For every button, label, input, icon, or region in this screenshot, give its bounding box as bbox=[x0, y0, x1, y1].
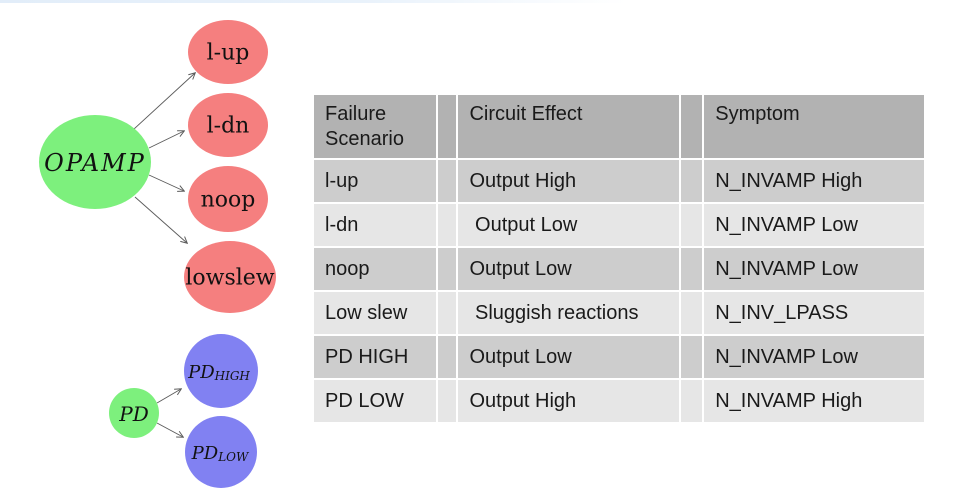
node-pd-low: PDLOW bbox=[185, 416, 257, 488]
cell-spacer bbox=[681, 380, 702, 422]
opamp-ellipse bbox=[39, 115, 151, 209]
edge-opamp-noop bbox=[148, 174, 184, 191]
table-row: l-up Output High N_INVAMP High bbox=[314, 160, 924, 202]
edge-pd-high bbox=[156, 389, 181, 404]
cell-spacer bbox=[438, 204, 456, 246]
cell-spacer bbox=[438, 248, 456, 290]
cell-spacer bbox=[681, 160, 702, 202]
noop-label: noop bbox=[201, 188, 256, 213]
l-dn-ellipse bbox=[188, 93, 268, 157]
edge-opamp-ldn bbox=[148, 131, 184, 149]
node-l-dn: l-dn bbox=[188, 93, 268, 157]
cell-failure: l-up bbox=[325, 169, 359, 192]
pd-high-label: PDHIGH bbox=[187, 362, 250, 384]
cell-failure: Low slew bbox=[325, 301, 408, 324]
cell-spacer bbox=[681, 292, 702, 334]
pd-low-label: PDLOW bbox=[191, 443, 250, 465]
cell-effect: Output Low bbox=[469, 257, 572, 280]
header-failure-scenario: Failure Scenario bbox=[325, 103, 404, 150]
noop-ellipse bbox=[188, 166, 268, 232]
edge-opamp-lowslew bbox=[134, 196, 187, 243]
failure-scenario-table: Failure Scenario Circuit Effect Symptom … bbox=[312, 93, 926, 424]
pd-label: PD bbox=[118, 402, 149, 426]
cell-effect: Output Low bbox=[469, 345, 572, 368]
node-noop: noop bbox=[188, 166, 268, 232]
pd-edges bbox=[156, 389, 183, 437]
edge-opamp-lup bbox=[133, 73, 195, 130]
pd-low-circle bbox=[185, 416, 257, 488]
cell-spacer bbox=[438, 292, 456, 334]
table-row: PD LOW Output High N_INVAMP High bbox=[314, 380, 924, 422]
table-row: l-dn Output Low N_INVAMP Low bbox=[314, 204, 924, 246]
opamp-label: OPAMP bbox=[44, 149, 146, 177]
cell-spacer bbox=[681, 204, 702, 246]
cell-effect: Sluggish reactions bbox=[469, 301, 639, 324]
cell-failure: noop bbox=[325, 257, 370, 280]
cell-failure: PD HIGH bbox=[325, 345, 409, 368]
header-spacer-1 bbox=[438, 95, 456, 158]
opamp-edges bbox=[133, 73, 195, 243]
cell-symptom: N_INVAMP Low bbox=[715, 345, 858, 368]
opamp-node: OPAMP bbox=[39, 115, 151, 209]
pd-node: PD bbox=[109, 388, 159, 438]
cell-spacer bbox=[681, 248, 702, 290]
l-dn-label: l-dn bbox=[207, 114, 250, 139]
node-lowslew: lowslew bbox=[184, 241, 276, 313]
fault-tree-diagram: OPAMP l-up l-dn noop lowslew PD PDH bbox=[39, 20, 276, 488]
lowslew-label: lowslew bbox=[185, 266, 274, 291]
header-symptom: Symptom bbox=[715, 103, 800, 125]
table-row: PD HIGH Output Low N_INVAMP Low bbox=[314, 336, 924, 378]
pd-circle bbox=[109, 388, 159, 438]
lowslew-ellipse bbox=[184, 241, 276, 313]
cell-symptom: N_INV_LPASS bbox=[715, 301, 849, 324]
cell-spacer bbox=[438, 380, 456, 422]
pd-low-base: PD bbox=[191, 443, 219, 464]
cell-effect: Output High bbox=[469, 389, 577, 412]
table-header-row: Failure Scenario Circuit Effect Symptom bbox=[314, 95, 924, 158]
header-circuit-effect: Circuit Effect bbox=[469, 103, 583, 125]
cell-failure: PD LOW bbox=[325, 389, 404, 412]
pd-high-circle bbox=[184, 334, 258, 408]
pd-high-base: PD bbox=[187, 362, 215, 383]
cell-spacer bbox=[438, 336, 456, 378]
cell-symptom: N_INVAMP High bbox=[715, 389, 863, 412]
node-pd-high: PDHIGH bbox=[184, 334, 258, 408]
window-top-edge bbox=[0, 0, 660, 3]
pd-low-subscript: LOW bbox=[217, 450, 250, 464]
l-up-ellipse bbox=[188, 20, 268, 84]
cell-symptom: N_INVAMP Low bbox=[715, 257, 858, 280]
cell-symptom: N_INVAMP Low bbox=[715, 213, 858, 236]
cell-spacer bbox=[681, 336, 702, 378]
cell-symptom: N_INVAMP High bbox=[715, 169, 863, 192]
pd-high-subscript: HIGH bbox=[214, 369, 251, 383]
node-l-up: l-up bbox=[188, 20, 268, 84]
cell-effect: Output Low bbox=[469, 213, 578, 236]
edge-pd-low bbox=[156, 422, 183, 437]
table-row: Low slew Sluggish reactions N_INV_LPASS bbox=[314, 292, 924, 334]
cell-spacer bbox=[438, 160, 456, 202]
l-up-label: l-up bbox=[207, 41, 250, 66]
cell-effect: Output High bbox=[469, 169, 577, 192]
cell-failure: l-dn bbox=[325, 213, 359, 236]
table-row: noop Output Low N_INVAMP Low bbox=[314, 248, 924, 290]
header-spacer-2 bbox=[681, 95, 702, 158]
